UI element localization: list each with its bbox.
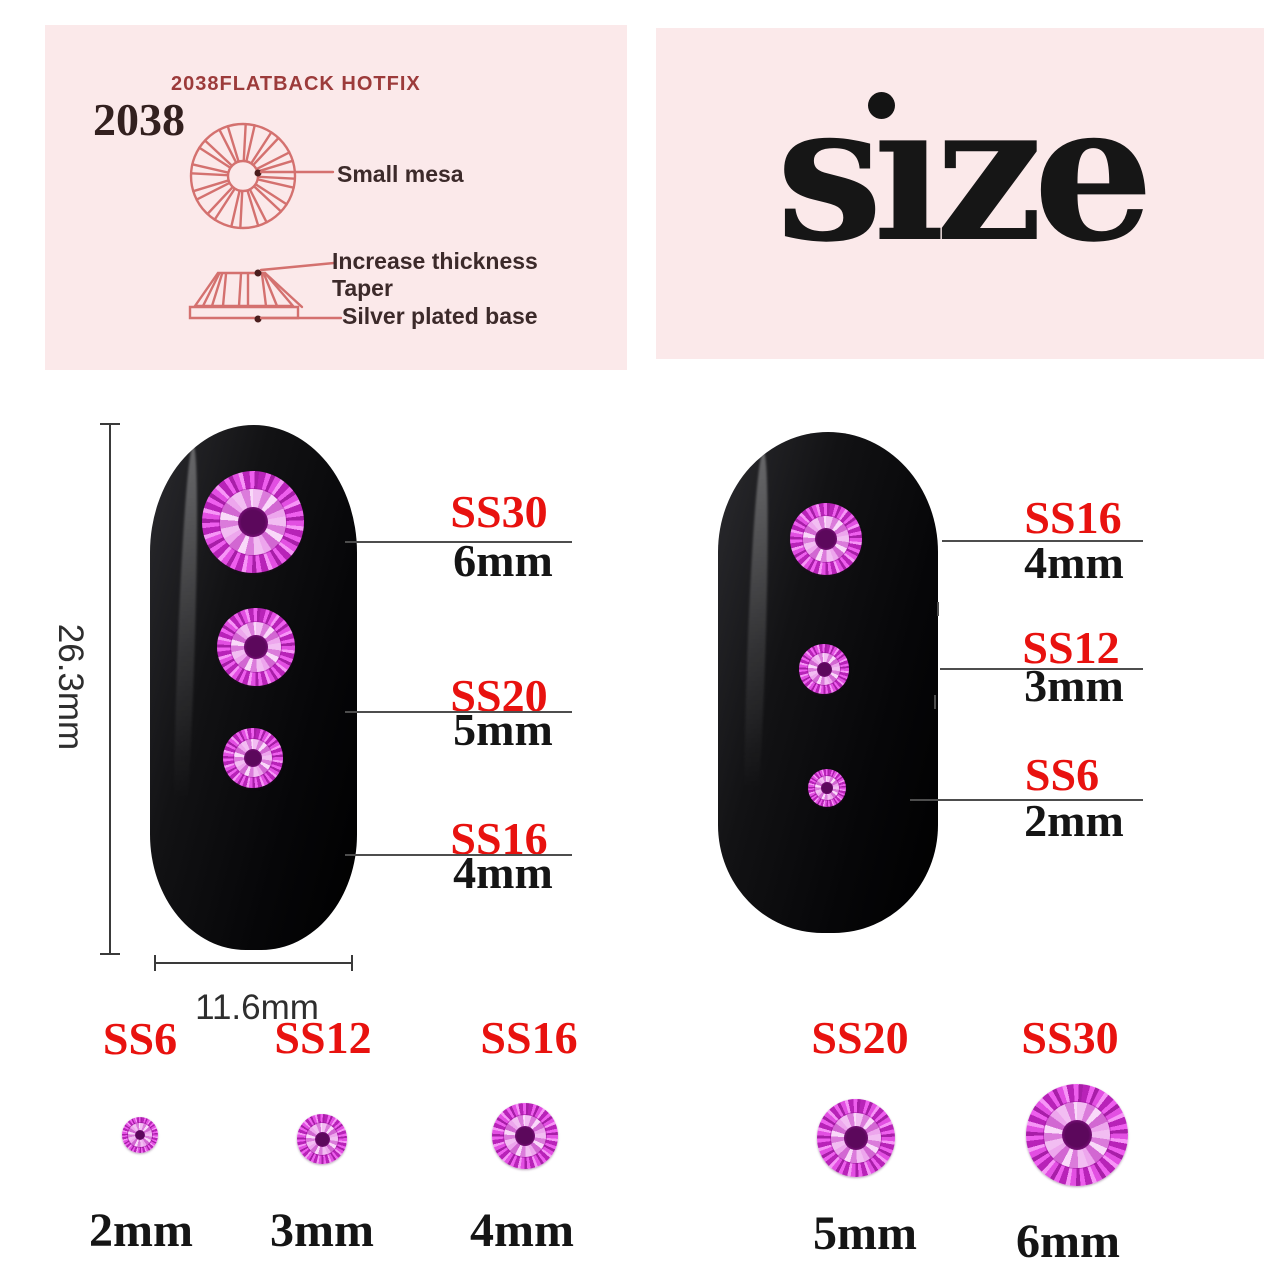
callout-small-mesa: Small mesa xyxy=(337,161,464,187)
edge-tick xyxy=(934,695,936,709)
ss-size-label: SS30 xyxy=(1021,1012,1119,1063)
rhinestone-ss16 xyxy=(790,503,862,575)
leader-line xyxy=(940,668,1143,670)
width-label: 11.6mm xyxy=(195,988,319,1027)
rhinestone-ss30 xyxy=(1026,1084,1128,1186)
mm-label: 6mm xyxy=(453,535,553,586)
rhinestone-ss30 xyxy=(202,471,304,573)
mm-label: 5mm xyxy=(453,704,553,755)
mm-label: 3mm xyxy=(1024,660,1124,711)
rhinestone-ss16 xyxy=(223,728,283,788)
width-measure-tick-left xyxy=(154,955,156,971)
spec-panel: 2038FLATBACK HOTFIX 2038 Small mesa Incr… xyxy=(45,25,627,370)
height-label: 26.3mm xyxy=(51,623,90,751)
size-panel: sıze xyxy=(656,28,1264,359)
ss-label: SS20 xyxy=(450,670,548,721)
mm-label: 4mm xyxy=(453,847,553,898)
size-word: sıze xyxy=(776,61,1154,284)
rhinestone-ss20 xyxy=(817,1099,895,1177)
right-nail xyxy=(718,432,938,933)
ss-label: SS16 xyxy=(1024,492,1122,543)
width-measure-tick-right xyxy=(351,955,353,971)
leader-line xyxy=(942,540,1143,542)
mm-size-label: 3mm xyxy=(270,1204,374,1257)
leader-line xyxy=(345,854,572,856)
mm-size-label: 5mm xyxy=(813,1207,917,1260)
callout-increase-thickness: Increase thickness xyxy=(332,248,538,274)
rhinestone-structure-diagram xyxy=(188,122,343,323)
i-dot-icon xyxy=(868,92,895,119)
leader-line xyxy=(910,799,1143,801)
edge-tick xyxy=(937,602,939,616)
mm-size-label: 2mm xyxy=(89,1204,193,1257)
callout-silver-base: Silver plated base xyxy=(342,303,538,329)
callout-taper: Taper xyxy=(332,275,393,301)
leader-line xyxy=(345,711,572,713)
ss-size-label: SS12 xyxy=(274,1012,372,1063)
mm-size-label: 6mm xyxy=(1016,1215,1120,1268)
mm-size-label: 4mm xyxy=(470,1204,574,1257)
ss-size-label: SS20 xyxy=(811,1012,909,1063)
model-number: 2038 xyxy=(93,94,185,145)
mm-label: 2mm xyxy=(1024,795,1124,846)
height-measure-cap-top xyxy=(100,423,120,425)
height-measure-cap-bottom xyxy=(100,953,120,955)
rhinestone-ss12 xyxy=(799,644,849,694)
rhinestone-ss20 xyxy=(217,608,295,686)
left-nail xyxy=(150,425,357,950)
leader-line xyxy=(345,541,572,543)
height-measure-line xyxy=(109,424,111,955)
rhinestone-ss16 xyxy=(492,1103,558,1169)
ss-size-label: SS16 xyxy=(480,1012,578,1063)
rhinestone-ss12 xyxy=(297,1114,347,1164)
ss-label: SS6 xyxy=(1024,749,1100,800)
rhinestone-ss6 xyxy=(122,1117,158,1153)
width-measure-line xyxy=(155,962,352,964)
ss-label: SS30 xyxy=(450,486,548,537)
mm-label: 4mm xyxy=(1024,537,1124,588)
ss-label: SS16 xyxy=(450,813,548,864)
spec-title: 2038FLATBACK HOTFIX xyxy=(171,73,421,95)
ss-size-label: SS6 xyxy=(102,1013,178,1064)
ss-label: SS12 xyxy=(1022,622,1120,673)
rhinestone-ss6 xyxy=(808,769,846,807)
